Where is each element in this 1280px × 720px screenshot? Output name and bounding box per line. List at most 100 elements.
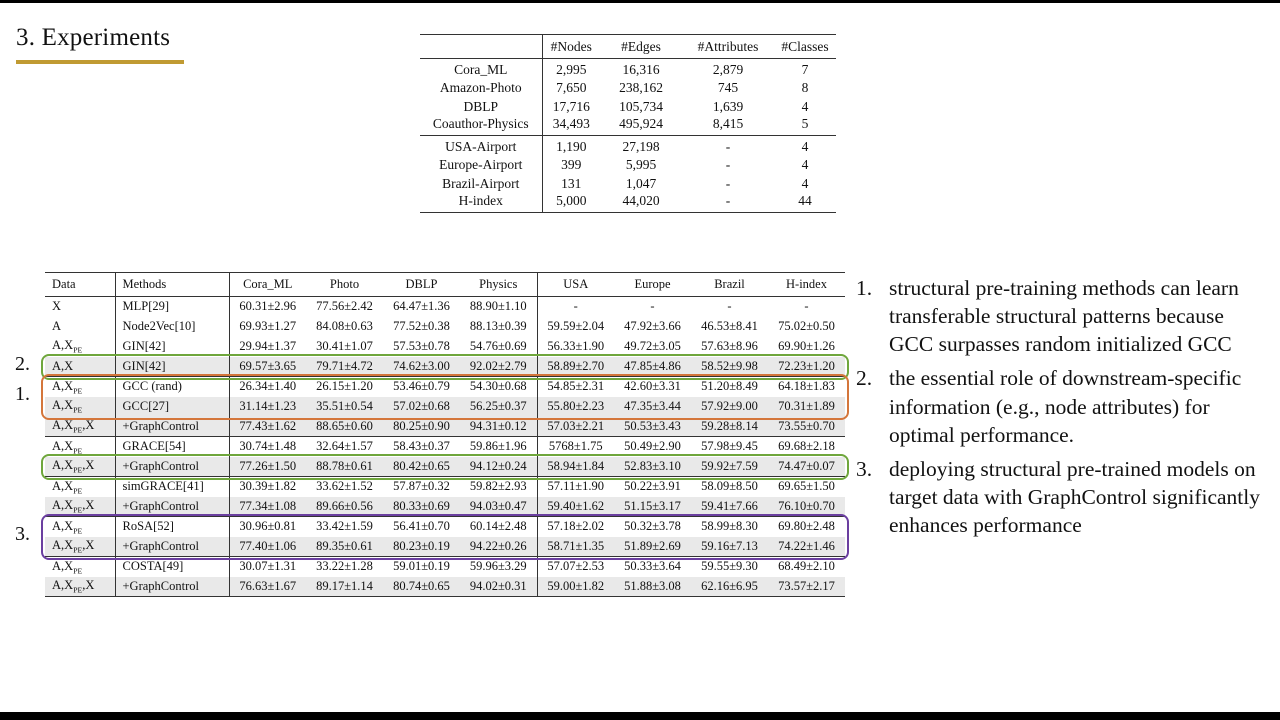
stats-row: Cora_ML 2,995 16,316 2,879 7 xyxy=(420,58,836,78)
accuracy-value-cell: 59.86±1.96 xyxy=(460,436,538,457)
accuracy-value-cell: 51.89±2.69 xyxy=(614,536,691,557)
accuracy-value-cell: 31.14±1.23 xyxy=(229,396,306,417)
stats-corner-cell xyxy=(420,34,543,59)
method-name-cell: +GraphControl xyxy=(115,416,230,437)
accuracy-value-cell: 30.96±0.81 xyxy=(229,516,306,537)
accuracy-value-cell: 58.52±9.98 xyxy=(691,356,768,377)
accuracy-value-cell: 94.03±0.47 xyxy=(460,496,538,517)
data-type-cell: X xyxy=(45,296,116,317)
stats-value-cell: 1,190 xyxy=(542,135,600,155)
accuracy-value-cell: 94.22±0.26 xyxy=(460,536,538,557)
accuracy-value-cell: 57.02±0.68 xyxy=(383,396,460,417)
accuracy-value-cell: 77.26±1.50 xyxy=(229,456,306,477)
results-header-row: Data Methods Cora_ML Photo DBLP Physics USA Eur… xyxy=(45,272,845,297)
method-name-cell: RoSA[52] xyxy=(115,516,230,537)
accuracy-value-cell: 80.42±0.65 xyxy=(383,456,460,477)
accuracy-value-cell: 33.42±1.59 xyxy=(306,516,383,537)
accuracy-value-cell: 73.57±2.17 xyxy=(768,576,845,597)
results-row: A,XPE,X +GraphControl 77.40±1.06 89.35±0.61… xyxy=(45,536,845,557)
accuracy-value-cell: 60.14±2.48 xyxy=(460,516,538,537)
data-type-cell: A,X xyxy=(45,356,116,377)
stats-value-cell: 4 xyxy=(774,135,836,155)
results-row: A,XPE,X +GraphControl 76.63±1.67 89.17±1.14… xyxy=(45,576,845,597)
accuracy-value-cell: 94.12±0.24 xyxy=(460,456,538,477)
accuracy-value-cell: 51.88±3.08 xyxy=(614,576,691,597)
accuracy-value-cell: 55.80±2.23 xyxy=(537,396,614,417)
stats-value-cell: 16,316 xyxy=(622,62,660,77)
takeaway-number: 1. xyxy=(856,276,873,300)
results-column-header: Europe xyxy=(614,272,691,297)
takeaway-item: 1. structural pre-training methods can le… xyxy=(856,274,1260,358)
accuracy-value-cell: 59.82±2.93 xyxy=(460,476,538,497)
accuracy-value-cell: 30.07±1.31 xyxy=(229,556,306,577)
stats-value-cell: - xyxy=(682,135,774,155)
accuracy-value-cell: 33.62±1.52 xyxy=(306,476,383,497)
accuracy-value-cell: 57.92±9.00 xyxy=(691,396,768,417)
accuracy-value-cell: 57.87±0.32 xyxy=(383,476,460,497)
stats-value-cell: 495,924 xyxy=(619,116,663,131)
stats-value-cell: 4 xyxy=(801,98,809,114)
stats-row: Amazon-Photo 7,650 238,162 745 8 xyxy=(420,78,836,97)
stats-row: H-index 5,000 44,020-44 xyxy=(420,193,836,213)
accuracy-value-cell: 89.35±0.61 xyxy=(306,536,383,557)
title-underline xyxy=(16,60,184,64)
accuracy-value-cell: 51.20±8.49 xyxy=(691,376,768,397)
accuracy-value-cell: 50.33±3.64 xyxy=(614,556,691,577)
accuracy-value-cell: 51.15±3.17 xyxy=(614,496,691,517)
accuracy-value-cell: 50.22±3.91 xyxy=(614,476,691,497)
accuracy-value-cell: 50.53±3.43 xyxy=(614,416,691,437)
data-type-cell: A,XPE,X xyxy=(45,576,116,597)
accuracy-value-cell: 46.53±8.41 xyxy=(701,319,758,333)
method-name-cell: +GraphControl xyxy=(115,496,230,517)
stats-row: DBLP 17,716 105,734 1,639 4 xyxy=(420,97,836,116)
data-type-cell: A,XPE xyxy=(45,476,116,497)
method-name-cell: GIN[42] xyxy=(115,336,230,357)
stats-value-cell: - xyxy=(725,175,731,191)
accuracy-value-cell: 79.71±4.72 xyxy=(306,356,383,377)
stats-column-header: #Classes xyxy=(774,34,836,59)
method-name-cell: GCC[27] xyxy=(115,396,230,417)
accuracy-value-cell: 52.83±3.10 xyxy=(614,456,691,477)
stats-value-cell: 7,650 xyxy=(556,79,587,95)
stats-column-header: #Nodes xyxy=(542,34,600,59)
results-column-header: DBLP xyxy=(383,272,460,297)
method-name-cell: +GraphControl xyxy=(115,576,230,597)
dataset-name-cell: Europe-Airport xyxy=(420,155,543,174)
highlight-number: 1. xyxy=(15,382,30,405)
accuracy-value-cell: 75.02±0.50 xyxy=(778,319,835,333)
takeaway-item: 3. deploying structural pre-trained model… xyxy=(856,455,1260,539)
stats-value-cell: 2,995 xyxy=(556,62,587,77)
results-row: X MLP[29] 60.31±2.96 77.56±2.42 64.47±1.36 88… xyxy=(45,296,845,317)
accuracy-value-cell: 59.92±7.59 xyxy=(691,456,768,477)
accuracy-value-cell: 58.09±8.50 xyxy=(691,476,768,497)
dataset-name-cell: DBLP xyxy=(420,97,543,116)
accuracy-value-cell: 26.15±1.20 xyxy=(306,376,383,397)
accuracy-value-cell: 60.31±2.96 xyxy=(239,299,297,314)
accuracy-value-cell: 49.72±3.05 xyxy=(624,339,681,353)
stats-value-cell: 17,716 xyxy=(552,98,590,114)
accuracy-value-cell: 84.08±0.63 xyxy=(316,319,373,333)
accuracy-value-cell: 50.32±3.78 xyxy=(614,516,691,537)
accuracy-value-cell: 88.13±0.39 xyxy=(460,316,538,337)
accuracy-value-cell: 59.96±3.29 xyxy=(460,556,538,577)
accuracy-value-cell: 58.94±1.84 xyxy=(537,456,614,477)
results-column-header: Cora_ML xyxy=(229,272,306,297)
results-row: A,XPE,X +GraphControl 77.34±1.08 89.66±0.56… xyxy=(45,496,845,517)
stats-value-cell: 2,879 xyxy=(712,62,744,77)
accuracy-value-cell: 73.55±0.70 xyxy=(768,416,845,437)
data-type-cell: A,XPE xyxy=(45,376,116,397)
accuracy-value-cell: 57.18±2.02 xyxy=(537,516,614,537)
accuracy-value-cell: - xyxy=(727,299,732,314)
accuracy-value-cell: 57.11±1.90 xyxy=(537,476,614,497)
takeaway-number: 3. xyxy=(856,456,873,481)
stats-value-cell: 399 xyxy=(561,156,582,172)
data-type-cell: A,XPE xyxy=(45,436,116,457)
accuracy-value-cell: 56.33±1.90 xyxy=(547,339,605,353)
accuracy-value-cell: 88.78±0.61 xyxy=(306,456,383,477)
stats-value-cell: 8,415 xyxy=(712,116,744,131)
results-column-header: H-index xyxy=(768,272,845,297)
accuracy-value-cell: 94.02±0.31 xyxy=(460,576,538,597)
stats-value-cell: - xyxy=(725,156,731,172)
accuracy-value-cell: 32.64±1.57 xyxy=(306,436,383,457)
stats-value-cell: 238,162 xyxy=(619,79,663,95)
